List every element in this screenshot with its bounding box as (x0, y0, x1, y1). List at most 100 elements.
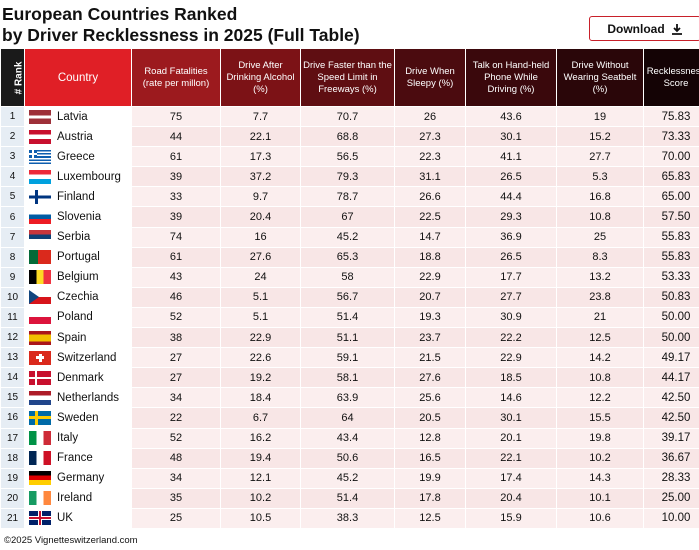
rank-cell: 16 (1, 408, 24, 428)
value-cell: 25.00 (644, 488, 699, 508)
value-cell: 22.2 (466, 328, 556, 348)
value-cell: 14.2 (557, 348, 643, 368)
rank-cell: 15 (1, 388, 24, 408)
value-cell: 58.1 (301, 368, 394, 388)
value-cell: 44.4 (466, 187, 556, 207)
value-cell: 51.1 (301, 328, 394, 348)
value-cell: 79.3 (301, 167, 394, 187)
value-cell: 27.3 (395, 127, 465, 147)
value-cell: 10.6 (557, 508, 643, 528)
value-cell: 25 (557, 227, 643, 247)
value-cell: 27.7 (557, 147, 643, 167)
value-cell: 22.5 (395, 207, 465, 227)
rank-cell: 20 (1, 488, 24, 508)
value-cell: 12.8 (395, 428, 465, 448)
value-cell: 44.17 (644, 368, 699, 388)
download-label: Download (607, 21, 665, 36)
country-name: Finland (57, 190, 95, 203)
rank-cell: 18 (1, 448, 24, 468)
value-cell: 10.00 (644, 508, 699, 528)
table-row: 4 Luxembourg 39 37.2 79.3 31.1 26.5 5.3 65.83 (1, 167, 699, 187)
country-name: Greece (57, 150, 95, 163)
column-header: Talk on Hand-held Phone While Driving (%… (466, 49, 556, 106)
value-cell: 36.9 (466, 227, 556, 247)
country-cell: Denmark (25, 368, 131, 388)
value-cell: 18.5 (466, 368, 556, 388)
value-cell: 20.1 (466, 428, 556, 448)
country-cell: Ireland (25, 488, 131, 508)
value-cell: 10.1 (557, 488, 643, 508)
country-name: Netherlands (57, 391, 120, 404)
value-cell: 20.4 (466, 488, 556, 508)
download-button[interactable]: Download (589, 16, 699, 41)
country-name: Germany (57, 472, 105, 485)
value-cell: 19.8 (557, 428, 643, 448)
value-cell: 22.3 (395, 147, 465, 167)
flag-spain-icon (29, 330, 51, 345)
country-cell: Greece (25, 147, 131, 167)
value-cell: 27 (132, 348, 220, 368)
value-cell: 10.8 (557, 207, 643, 227)
country-cell: Poland (25, 307, 131, 328)
rank-cell: 6 (1, 207, 24, 227)
flag-slovenia-icon (29, 210, 51, 225)
country-name: Serbia (57, 231, 91, 244)
value-cell: 31.1 (395, 167, 465, 187)
value-cell: 38.3 (301, 508, 394, 528)
country-name: Poland (57, 311, 93, 324)
rank-cell: 11 (1, 307, 24, 328)
column-header: Drive After Drinking Alcohol (%) (221, 49, 300, 106)
value-cell: 27.7 (466, 287, 556, 307)
recklessness-table: # Rank Country Road Fatalities (rate per m… (0, 48, 699, 529)
value-cell: 50.6 (301, 448, 394, 468)
value-cell: 19 (557, 107, 643, 127)
country-name: Latvia (57, 110, 88, 123)
value-cell: 10.2 (557, 448, 643, 468)
value-cell: 17.3 (221, 147, 300, 167)
value-cell: 41.1 (466, 147, 556, 167)
value-cell: 10.5 (221, 508, 300, 528)
value-cell: 38 (132, 328, 220, 348)
country-cell: Belgium (25, 267, 131, 287)
flag-luxembourg-icon (29, 169, 51, 184)
value-cell: 9.7 (221, 187, 300, 207)
value-cell: 78.7 (301, 187, 394, 207)
value-cell: 51.4 (301, 488, 394, 508)
value-cell: 23.7 (395, 328, 465, 348)
value-cell: 18.8 (395, 247, 465, 267)
flag-latvia-icon (29, 109, 51, 124)
value-cell: 55.83 (644, 247, 699, 267)
value-cell: 49.17 (644, 348, 699, 368)
country-cell: Germany (25, 468, 131, 488)
table-row: 17 Italy 52 16.2 43.4 12.8 20.1 19.8 39.17 (1, 428, 699, 448)
value-cell: 65.83 (644, 167, 699, 187)
country-cell: France (25, 448, 131, 468)
country-cell: Sweden (25, 408, 131, 428)
value-cell: 17.8 (395, 488, 465, 508)
value-cell: 22.1 (466, 448, 556, 468)
table-row: 19 Germany 34 12.1 45.2 19.9 17.4 14.3 28.33 (1, 468, 699, 488)
rank-cell: 8 (1, 247, 24, 267)
value-cell: 26.5 (466, 247, 556, 267)
country-name: Czechia (57, 291, 99, 304)
country-name: France (57, 452, 93, 465)
value-cell: 59.1 (301, 348, 394, 368)
value-cell: 63.9 (301, 388, 394, 408)
value-cell: 12.5 (557, 328, 643, 348)
flag-finland-icon (29, 189, 51, 204)
rank-cell: 5 (1, 187, 24, 207)
flag-switzerland-icon (29, 350, 51, 365)
country-name: Austria (57, 130, 93, 143)
column-header: Drive Without Wearing Seatbelt (%) (557, 49, 643, 106)
rank-cell: 13 (1, 348, 24, 368)
table-body: 1 Latvia 75 7.7 70.7 26 43.6 19 75.83 2 Austria 44 2… (1, 107, 699, 528)
rank-cell: 2 (1, 127, 24, 147)
table-row: 21 UK 25 10.5 38.3 12.5 15.9 10.6 10.00 (1, 508, 699, 528)
value-cell: 22.9 (221, 328, 300, 348)
value-cell: 14.7 (395, 227, 465, 247)
value-cell: 21.5 (395, 348, 465, 368)
value-cell: 14.6 (466, 388, 556, 408)
table-row: 11 Poland 52 5.1 51.4 19.3 30.9 21 50.00 (1, 307, 699, 328)
value-cell: 56.5 (301, 147, 394, 167)
value-cell: 25.6 (395, 388, 465, 408)
